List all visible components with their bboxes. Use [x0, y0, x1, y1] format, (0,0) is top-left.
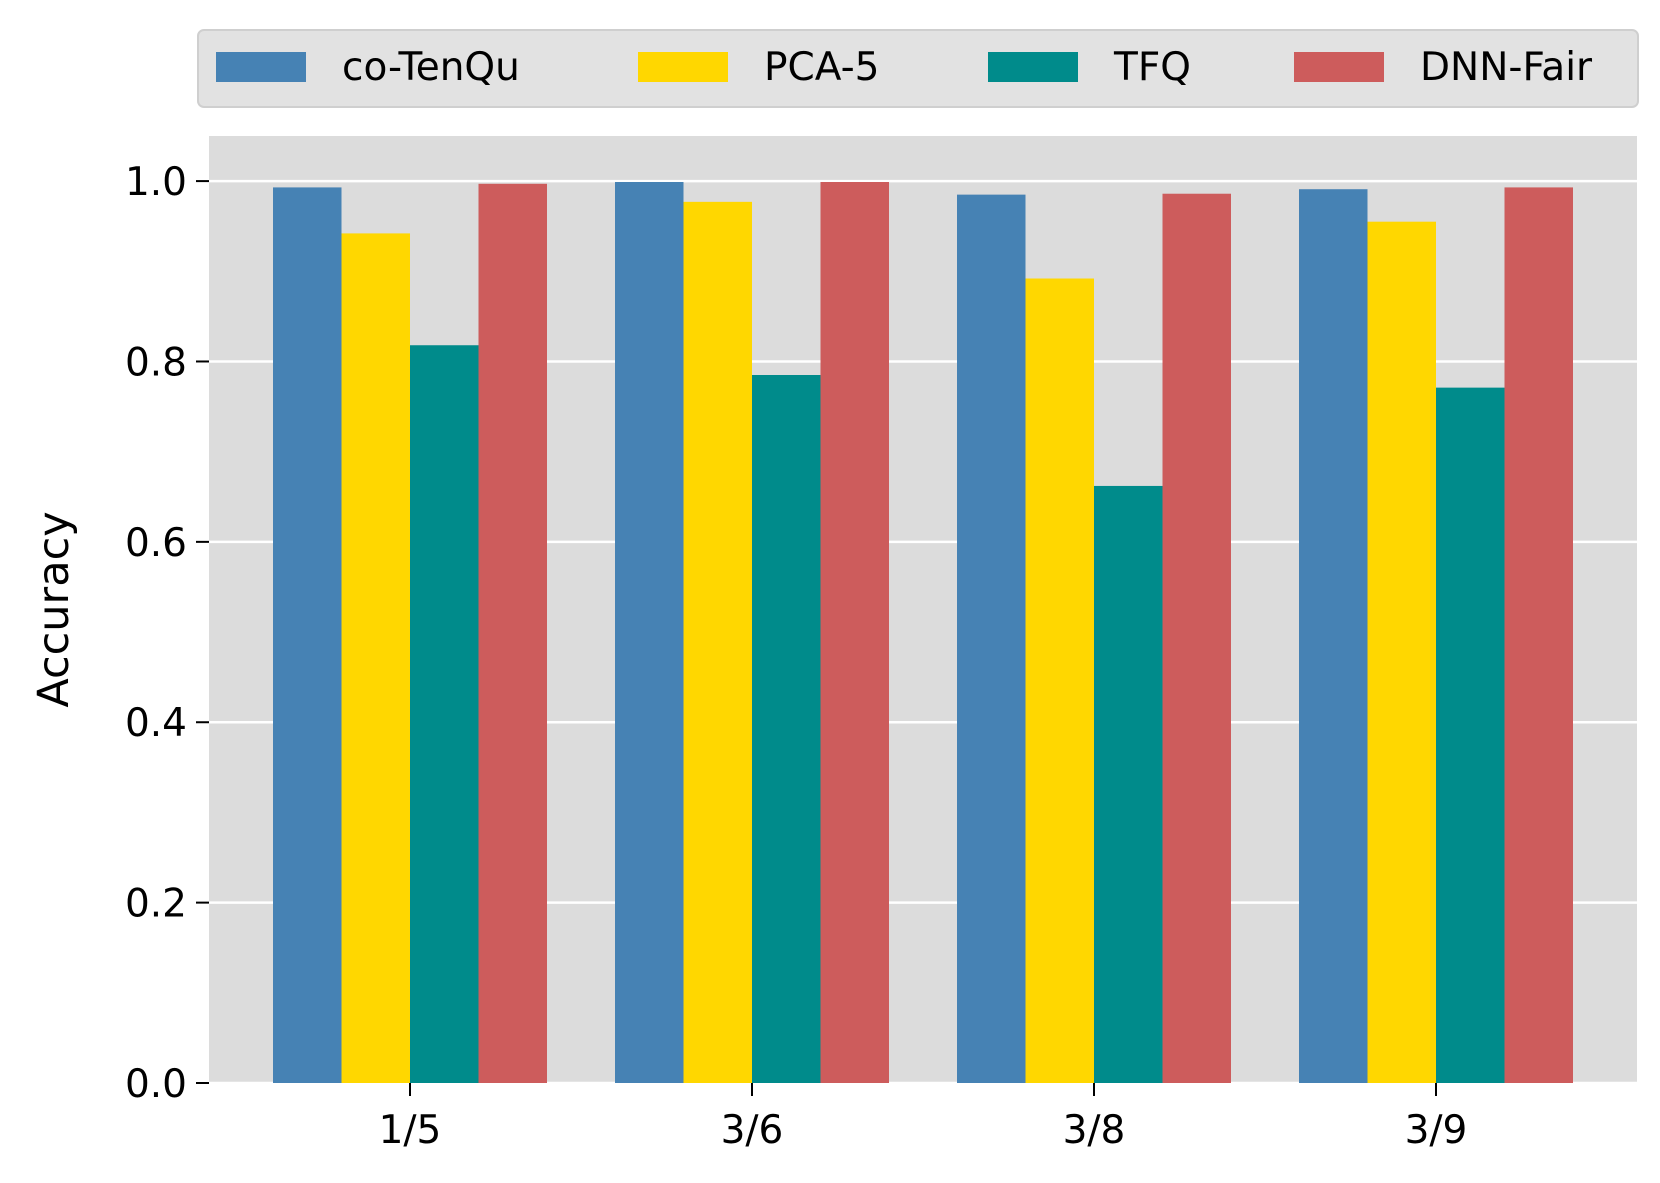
y-tick-label: 0.8: [125, 340, 187, 385]
bar-pca-5-3-6: [683, 201, 752, 1083]
legend-swatch: [988, 52, 1078, 82]
bar-tfq-3-8: [1094, 485, 1163, 1083]
bar-tfq-3-6: [752, 375, 821, 1083]
bar-dnn-fair-3-6: [820, 181, 889, 1084]
bar-co-tenqu-3-9: [1299, 189, 1368, 1083]
y-tick-label: 0.0: [125, 1062, 187, 1107]
bar-co-tenqu-1-5: [273, 187, 342, 1083]
bar-co-tenqu-3-6: [615, 181, 684, 1084]
x-axis: 1/5 3/6 3/8 3/9: [379, 1083, 1468, 1153]
bar-co-tenqu-3-8: [957, 194, 1026, 1084]
bar-pca-5-3-9: [1367, 221, 1436, 1083]
bar-pca-5-1-5: [341, 233, 410, 1084]
x-tick-label: 3/6: [721, 1108, 784, 1153]
bar-pca-5-3-8: [1025, 278, 1094, 1083]
x-tick-label: 1/5: [379, 1108, 442, 1153]
legend-label: DNN-Fair: [1420, 45, 1593, 90]
y-tick-label: 0.6: [125, 521, 187, 566]
legend-swatch: [1294, 52, 1384, 82]
bar-tfq-1-5: [410, 345, 479, 1083]
bar-tfq-3-9: [1436, 387, 1505, 1083]
bars: [273, 181, 1573, 1084]
legend-label: co-TenQu: [342, 45, 520, 90]
legend-label: PCA-5: [764, 45, 879, 90]
x-tick-label: 3/8: [1063, 1108, 1126, 1153]
legend-swatch: [216, 52, 306, 82]
legend-frame: [197, 29, 1639, 108]
y-tick-label: 0.4: [125, 701, 187, 746]
legend-swatch: [638, 52, 728, 82]
y-axis-label: Accuracy: [29, 511, 79, 707]
y-axis: 0.0 0.2 0.4 0.6 0.8 1.0: [125, 160, 209, 1107]
bar-dnn-fair-1-5: [478, 183, 547, 1083]
x-tick-label: 3/9: [1405, 1108, 1468, 1153]
legend-label: TFQ: [1113, 45, 1191, 90]
bar-dnn-fair-3-9: [1504, 187, 1573, 1083]
legend: co-TenQu PCA-5 TFQ DNN-Fair: [197, 29, 1639, 108]
y-tick-label: 1.0: [125, 160, 187, 205]
bar-dnn-fair-3-8: [1162, 193, 1231, 1083]
y-tick-label: 0.2: [125, 882, 187, 927]
